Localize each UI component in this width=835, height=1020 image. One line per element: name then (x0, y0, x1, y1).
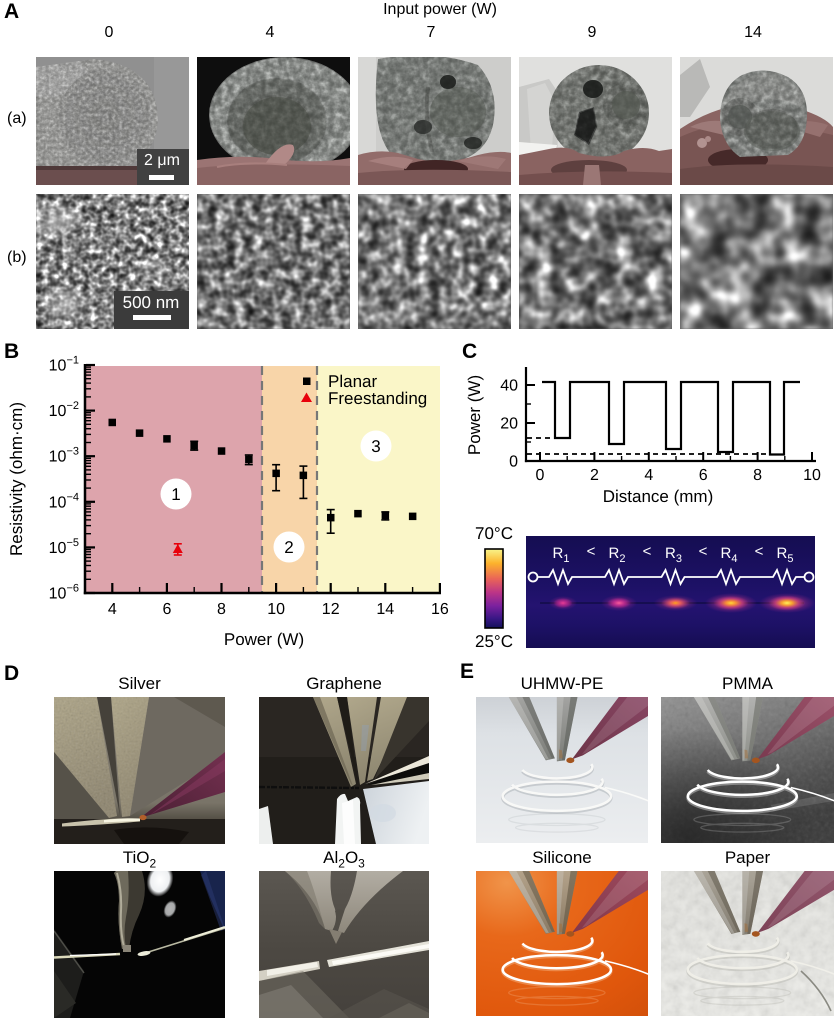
svg-text:Power (W): Power (W) (224, 630, 304, 649)
svg-text:<: < (587, 543, 596, 560)
svg-text:<: < (755, 543, 764, 560)
svg-text:14: 14 (376, 601, 394, 618)
svg-text:Freestanding: Freestanding (328, 389, 427, 408)
svg-text:0: 0 (536, 467, 545, 484)
svg-text:40: 40 (500, 378, 518, 395)
svg-text:0: 0 (509, 454, 518, 471)
svg-text:4: 4 (644, 467, 653, 484)
svg-text:4: 4 (108, 601, 117, 618)
svg-text:10: 10 (803, 467, 821, 484)
svg-text:25°C: 25°C (475, 632, 513, 651)
svg-text:10−5: 10−5 (49, 537, 79, 557)
svg-text:500 nm: 500 nm (123, 293, 180, 312)
svg-text:12: 12 (322, 601, 340, 618)
svg-text:16: 16 (431, 601, 449, 618)
svg-text:Planar: Planar (328, 372, 377, 391)
svg-text:10−1: 10−1 (49, 355, 79, 375)
svg-text:10−4: 10−4 (49, 491, 79, 511)
svg-text:8: 8 (217, 601, 226, 618)
svg-text:Resistivity (ohm·cm): Resistivity (ohm·cm) (7, 402, 26, 556)
svg-text:8: 8 (753, 467, 762, 484)
svg-text:6: 6 (162, 601, 171, 618)
svg-text:2: 2 (284, 538, 293, 557)
svg-text:<: < (699, 543, 708, 560)
svg-text:10−6: 10−6 (49, 583, 79, 603)
svg-text:10: 10 (267, 601, 285, 618)
svg-text:20: 20 (500, 416, 518, 433)
svg-text:Power (W): Power (W) (465, 375, 484, 455)
svg-text:6: 6 (699, 467, 708, 484)
svg-text:70°C: 70°C (475, 524, 513, 543)
svg-text:<: < (643, 543, 652, 560)
svg-text:Distance (mm): Distance (mm) (603, 487, 714, 506)
svg-text:2 μm: 2 μm (144, 152, 180, 169)
svg-text:10−3: 10−3 (49, 446, 79, 466)
svg-text:3: 3 (371, 437, 380, 456)
svg-text:1: 1 (171, 485, 180, 504)
svg-text:10−2: 10−2 (49, 400, 79, 420)
svg-text:2: 2 (590, 467, 599, 484)
